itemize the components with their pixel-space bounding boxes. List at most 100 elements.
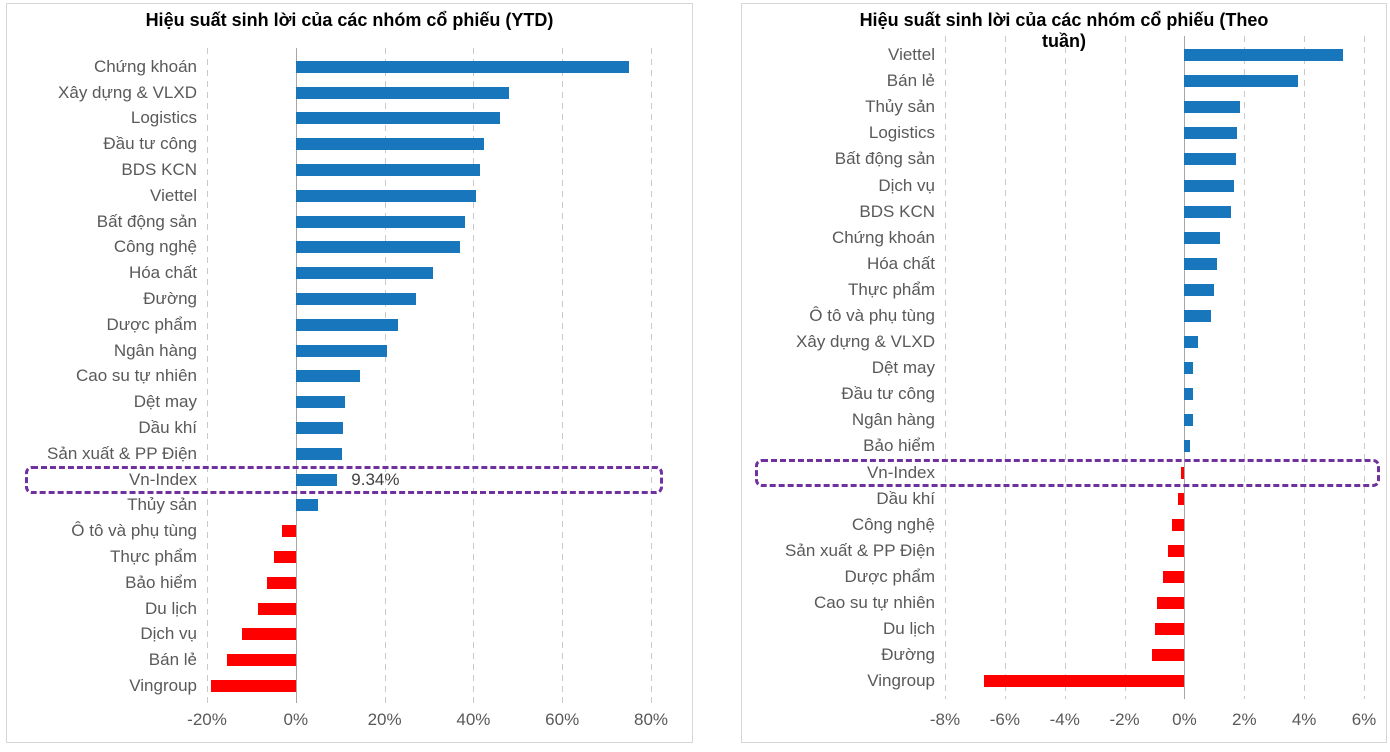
chart-row: Dược phẩm (7, 312, 692, 338)
category-label: BDS KCN (859, 201, 935, 221)
chart-title-line: Hiệu suất sinh lời của các nhóm cổ phiếu… (145, 10, 554, 30)
negative-bar (1151, 649, 1185, 662)
chart-row: Đường (742, 642, 1386, 668)
bar-track (945, 355, 1364, 381)
category-label: Chứng khoán (93, 56, 197, 76)
chart-title-line: Hiệu suất sinh lời của các nhóm cổ phiếu… (859, 10, 1269, 30)
category-label: BDS KCN (121, 160, 197, 180)
positive-bar (295, 60, 629, 73)
bar-track (207, 131, 651, 157)
bar-track (945, 199, 1364, 225)
bar-track (945, 590, 1364, 616)
category-label: Bảo hiểm (125, 572, 197, 592)
positive-bar (295, 370, 361, 383)
chart-title-line: tuần) (1042, 31, 1086, 51)
chart-row: Vn-Index 9.34% (7, 467, 692, 493)
gridline (945, 36, 946, 699)
x-tick-label: 60% (545, 710, 580, 729)
chart-row: Đầu tư công (7, 131, 692, 157)
x-tick-label: 6% (1351, 710, 1377, 729)
positive-bar (1184, 205, 1231, 218)
category-label: Bất động sản (96, 211, 197, 231)
chart-row: Hóa chất (742, 251, 1386, 277)
negative-bar (1167, 544, 1185, 557)
bar-track (945, 172, 1364, 198)
positive-bar (295, 447, 342, 460)
category-label: Cao su tự nhiên (75, 366, 197, 386)
bar-track (945, 329, 1364, 355)
chart-row: Hóa chất (7, 260, 692, 286)
chart-row: Dệt may (7, 389, 692, 415)
negative-bar (1154, 623, 1185, 636)
chart-row: BDS KCN (7, 157, 692, 183)
category-label: Dịch vụ (878, 175, 935, 195)
bar-track (945, 225, 1364, 251)
negative-bar (274, 551, 296, 564)
bar-track (207, 338, 651, 364)
bar-track (945, 486, 1364, 512)
bar-track (207, 312, 651, 338)
x-tick-label: -8% (929, 710, 961, 729)
positive-bar (295, 112, 501, 125)
bar-track (945, 120, 1364, 146)
category-label: Công nghệ (113, 237, 197, 257)
positive-bar (1184, 179, 1234, 192)
category-label: Dầu khí (138, 418, 197, 438)
category-label: Du lịch (145, 598, 197, 618)
category-label: Xây dựng & VLXD (796, 332, 935, 352)
category-label: Bất động sản (834, 149, 935, 169)
bar-track (207, 518, 651, 544)
negative-bar (226, 654, 296, 667)
bar-track (945, 642, 1364, 668)
chart-row: Dầu khí (742, 486, 1386, 512)
x-tick-label: 4% (1291, 710, 1317, 729)
vnindex-value-label: 9.34% (351, 469, 400, 489)
positive-bar (1184, 127, 1237, 140)
chart-row: Bất động sản (742, 146, 1386, 172)
positive-bar (1184, 336, 1198, 349)
bar-track (207, 183, 651, 209)
x-tick-label: 2% (1231, 710, 1257, 729)
x-tick-label: 40% (456, 710, 491, 729)
bar-track (207, 106, 651, 132)
bar-track (207, 596, 651, 622)
x-tick-label: 0% (1172, 710, 1197, 729)
chart-row: Thủy sản (742, 94, 1386, 120)
bar-track (945, 538, 1364, 564)
category-label: Đầu tư công (103, 134, 197, 154)
chart-panel-ytd: Hiệu suất sinh lời của các nhóm cổ phiếu… (6, 3, 693, 743)
category-label: Đường (881, 645, 935, 665)
bar-track: 9.34% (207, 467, 651, 493)
chart-row: Ngân hàng (742, 407, 1386, 433)
bar-track (207, 544, 651, 570)
category-label: Dệt may (871, 358, 935, 378)
positive-bar (1184, 49, 1344, 62)
category-label: Vn-Index (128, 469, 197, 489)
positive-bar (295, 499, 318, 512)
category-label: Ngân hàng (113, 340, 197, 360)
positive-bar (295, 267, 434, 280)
chart-panel-weekly: Hiệu suất sinh lời của các nhóm cổ phiếu… (741, 3, 1387, 743)
chart-row: Dầu khí (7, 415, 692, 441)
bar-track (945, 251, 1364, 277)
positive-bar (295, 396, 345, 409)
chart-row: Cao su tự nhiên (7, 364, 692, 390)
chart-row: Dệt may (742, 355, 1386, 381)
positive-bar (1184, 231, 1221, 244)
chart-row: Bảo hiểm (742, 433, 1386, 459)
category-label: Dệt may (133, 392, 197, 412)
category-label: Sản xuất & PP Điện (785, 540, 935, 560)
gridline (207, 48, 208, 703)
positive-bar (1184, 257, 1218, 270)
positive-bar (1184, 153, 1237, 166)
chart-row: Viettel (7, 183, 692, 209)
positive-bar (295, 86, 509, 99)
chart-row: Vingroup (742, 668, 1386, 694)
category-label: Vingroup (867, 671, 935, 691)
chart-row: Cao su tự nhiên (742, 590, 1386, 616)
chart-row: BDS KCN (742, 199, 1386, 225)
category-label: Ngân hàng (851, 410, 935, 430)
gridline (1244, 36, 1246, 699)
category-label: Hóa chất (866, 253, 935, 273)
bar-track (945, 433, 1364, 459)
